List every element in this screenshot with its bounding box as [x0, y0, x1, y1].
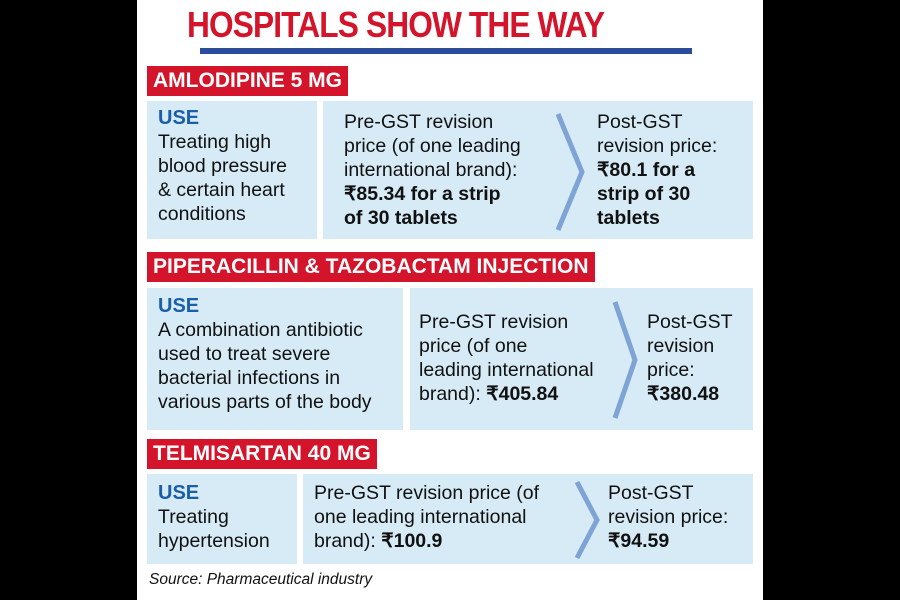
- pre-gst-price: of 30 tablets: [344, 207, 458, 229]
- use-line: various parts of the body: [158, 391, 372, 413]
- use-heading: USE: [158, 107, 200, 129]
- drug-label-amlodipine: AMLODIPINE 5 MG: [147, 66, 349, 96]
- use-box-piperacillin: [147, 288, 403, 430]
- use-line: & certain heart: [158, 179, 285, 201]
- post-gst-line: Post-GST: [647, 311, 733, 333]
- use-line: hypertension: [158, 530, 270, 552]
- use-text-amlodipine: USE Treating high blood pressure & certa…: [158, 106, 287, 226]
- use-text-piperacillin: USE A combination antibiotic used to tre…: [158, 294, 372, 414]
- post-gst-price: ₹94.59: [608, 530, 670, 552]
- post-gst-price: tablets: [597, 207, 660, 229]
- drug-label-piperacillin: PIPERACILLIN & TAZOBACTAM INJECTION: [147, 252, 595, 282]
- infographic: HOSPITALS SHOW THE WAY AMLODIPINE 5 MG U…: [137, 0, 763, 600]
- pre-gst-telmisartan: Pre-GST revision price (of one leading i…: [314, 481, 539, 553]
- source-note: Source: Pharmaceutical industry: [149, 571, 373, 588]
- chevron-right-icon: [574, 480, 600, 560]
- use-line: A combination antibiotic: [158, 319, 363, 341]
- post-gst-price: ₹380.48: [647, 383, 720, 405]
- use-box-amlodipine: [147, 101, 317, 239]
- pre-gst-line: Pre-GST revision price (of: [314, 482, 540, 504]
- page-title: HOSPITALS SHOW THE WAY: [187, 4, 605, 45]
- pre-gst-line: Pre-GST revision: [419, 311, 569, 333]
- post-gst-line: revision: [647, 335, 715, 357]
- pre-gst-line: leading international: [419, 359, 594, 381]
- pre-gst-piperacillin: Pre-GST revision price (of one leading i…: [419, 310, 594, 406]
- chevron-right-icon: [612, 301, 638, 419]
- post-gst-line: revision price:: [597, 135, 718, 157]
- pre-gst-price: ₹405.84: [486, 383, 559, 405]
- pre-gst-line: price (of one: [419, 335, 528, 357]
- pre-gst-line: Pre-GST revision: [344, 111, 494, 133]
- use-line: Treating high: [158, 131, 272, 153]
- post-gst-line: price:: [647, 359, 695, 381]
- use-heading: USE: [158, 482, 200, 504]
- drug-label-telmisartan: TELMISARTAN 40 MG: [147, 439, 377, 469]
- post-gst-line: Post-GST: [597, 111, 683, 133]
- price-box-piperacillin: [410, 288, 753, 430]
- post-gst-line: revision price:: [608, 506, 729, 528]
- post-gst-amlodipine: Post-GST revision price: ₹80.1 for a str…: [597, 110, 717, 230]
- post-gst-telmisartan: Post-GST revision price: ₹94.59: [608, 481, 728, 553]
- pre-gst-price: ₹100.9: [381, 530, 443, 552]
- pre-gst-line: price (of one leading: [344, 135, 521, 157]
- use-line: bacterial infections in: [158, 367, 341, 389]
- price-box-amlodipine: [323, 101, 753, 239]
- chevron-right-icon: [555, 113, 585, 231]
- use-line: used to treat severe: [158, 343, 331, 365]
- pre-gst-line: one leading international: [314, 506, 527, 528]
- pre-gst-line: brand): ₹405.84: [419, 382, 594, 406]
- post-gst-line: Post-GST: [608, 482, 694, 504]
- use-heading: USE: [158, 295, 200, 317]
- pre-gst-line: brand): ₹100.9: [314, 529, 539, 553]
- use-line: blood pressure: [158, 155, 287, 177]
- post-gst-piperacillin: Post-GST revision price: ₹380.48: [647, 310, 733, 406]
- post-gst-price: strip of 30: [597, 183, 691, 205]
- pre-gst-prefix: brand):: [314, 530, 382, 552]
- use-line: conditions: [158, 203, 246, 225]
- pre-gst-line: international brand):: [344, 159, 518, 181]
- use-text-telmisartan: USE Treating hypertension: [158, 481, 270, 553]
- use-line: Treating: [158, 506, 229, 528]
- pre-gst-prefix: brand):: [419, 383, 487, 405]
- pre-gst-amlodipine: Pre-GST revision price (of one leading i…: [344, 110, 521, 230]
- use-box-telmisartan: [147, 474, 297, 564]
- title-underline: [200, 48, 692, 54]
- pre-gst-price: ₹85.34 for a strip: [344, 183, 501, 205]
- post-gst-price: ₹80.1 for a: [597, 159, 696, 181]
- price-box-telmisartan: [303, 474, 753, 564]
